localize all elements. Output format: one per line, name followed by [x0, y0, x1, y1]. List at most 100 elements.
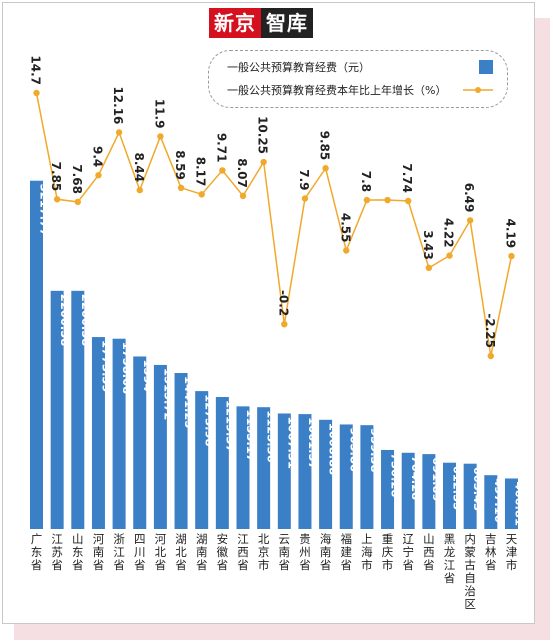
line-point-14: [322, 165, 329, 172]
bar-4: [112, 338, 126, 529]
brand-part1: 新京: [209, 8, 261, 38]
bar-value-label-2: 2200.58: [79, 294, 93, 346]
bar-1: [50, 290, 64, 529]
legend-item-bar: 一般公共预算教育经费（元）: [227, 59, 493, 75]
line-value-label-22: -2.25: [483, 313, 497, 348]
bar-value-label-7: 1441.25: [182, 376, 196, 428]
category-label-19: 山西省: [423, 532, 435, 572]
line-point-20: [446, 252, 453, 259]
category-label-22: 吉林省: [485, 532, 497, 572]
line-series: [35, 92, 513, 357]
line-point-1: [53, 196, 61, 203]
category-label-14: 海南省: [320, 532, 332, 572]
line-point-11: [260, 158, 267, 166]
bar-8: [195, 391, 209, 529]
brand-logo: 新京 智库: [209, 8, 313, 38]
category-label-13: 贵州省: [299, 532, 311, 572]
bar-0: [30, 180, 43, 529]
legend-item-line: 一般公共预算教育经费本年比上年增长（%）: [227, 82, 493, 98]
chart-plot: 3217.77 2200.58 2200.58 1773.39 1758.08 1594 1…: [29, 55, 527, 611]
bar-3: [91, 337, 105, 529]
line-point-12: [281, 320, 288, 328]
bar-20: [443, 462, 456, 529]
bar-17: [381, 449, 395, 529]
bar-14: [319, 419, 333, 529]
line-value-label-15: 4.55: [338, 213, 352, 243]
category-label-10: 江西省: [237, 532, 249, 572]
bar-10: [236, 406, 250, 529]
bar-value-label-14: 1008.88: [327, 423, 341, 475]
line-value-label-5: 8.44: [132, 153, 146, 183]
bar-16: [360, 425, 374, 529]
category-label-4: 浙江省: [113, 532, 125, 572]
bar-value-label-8: 1273.98: [203, 394, 217, 446]
legend-bar-swatch: [479, 60, 493, 74]
line-point-7: [177, 184, 185, 192]
line-point-8: [198, 191, 205, 198]
line-point-21: [466, 217, 474, 224]
category-label-16: 上海市: [361, 532, 373, 572]
category-label-18: 辽宁省: [402, 532, 414, 572]
category-label-8: 湖南省: [196, 532, 208, 572]
bar-value-label-1: 2200.58: [58, 294, 72, 346]
line-value-label-4: 12.16: [111, 86, 125, 124]
brand-part2: 智库: [261, 8, 313, 38]
line-point-18: [405, 197, 412, 205]
line-value-label-12: -0.2: [276, 290, 290, 316]
line-value-label-1: 7.85: [49, 162, 63, 192]
line-value-label-8: 8.17: [194, 157, 208, 187]
bar-23: [504, 478, 518, 529]
category-label-11: 北京市: [258, 532, 270, 572]
bar-value-label-3: 1773.39: [99, 340, 113, 392]
bar-21: [463, 463, 477, 529]
bar-7: [174, 373, 188, 529]
line-point-22: [487, 352, 494, 360]
line-point-6: [157, 133, 164, 140]
line-value-label-13: 7.9: [297, 169, 311, 190]
category-label-1: 江苏省: [51, 532, 63, 572]
line-value-label-6: 11.9: [152, 99, 166, 129]
bar-5: [133, 356, 147, 529]
category-label-20: 黑龙江省: [444, 532, 456, 585]
bar-19: [422, 454, 436, 529]
bar-value-label-5: 1594: [141, 359, 155, 391]
bar-15: [339, 424, 353, 529]
bar-value-label-4: 1758.08: [120, 342, 134, 394]
line-value-label-10: 8.07: [235, 158, 249, 188]
line-value-label-0: 14.7: [29, 55, 43, 85]
bar-value-label-17: 730.28: [389, 453, 403, 497]
category-label-23: 天津市: [506, 532, 518, 572]
bar-value-label-18: 704.28: [409, 456, 423, 500]
line-value-label-14: 9.85: [318, 131, 332, 161]
category-label-0: 广东省: [31, 532, 43, 572]
line-point-2: [74, 198, 82, 206]
bar-value-label-10: 1133.17: [244, 409, 258, 461]
line-value-label-20: 4.22: [442, 218, 456, 248]
bar-value-label-0: 3217.77: [38, 184, 52, 236]
line-point-5: [136, 186, 143, 194]
line-value-label-23: 4.19: [503, 218, 517, 248]
category-label-7: 湖北省: [175, 532, 187, 572]
line-point-17: [384, 196, 391, 204]
line-point-16: [363, 196, 371, 204]
line-point-19: [425, 264, 433, 272]
category-label-9: 安徽省: [217, 532, 229, 572]
legend-line-swatch: [463, 87, 493, 93]
bar-13: [298, 414, 312, 529]
legend-line-label: 一般公共预算教育经费本年比上年增长（%）: [227, 84, 447, 97]
bar-12: [277, 413, 291, 529]
category-label-2: 山东省: [72, 532, 84, 572]
bar-22: [484, 475, 498, 529]
bar-value-label-16: 959.38: [368, 428, 382, 472]
line-value-label-18: 7.74: [400, 163, 414, 193]
category-label-3: 河南省: [93, 532, 105, 572]
line-value-label-19: 3.43: [421, 230, 435, 260]
line-value-label-7: 8.59: [173, 150, 187, 180]
bar-value-label-6: 1515.72: [161, 368, 175, 420]
line-value-label-2: 7.68: [70, 164, 84, 194]
bar-9: [215, 397, 229, 529]
line-value-label-11: 10.25: [256, 116, 270, 154]
line-point-23: [508, 252, 515, 260]
line-point-4: [115, 129, 123, 136]
bar-value-label-21: 603.43: [471, 467, 485, 511]
